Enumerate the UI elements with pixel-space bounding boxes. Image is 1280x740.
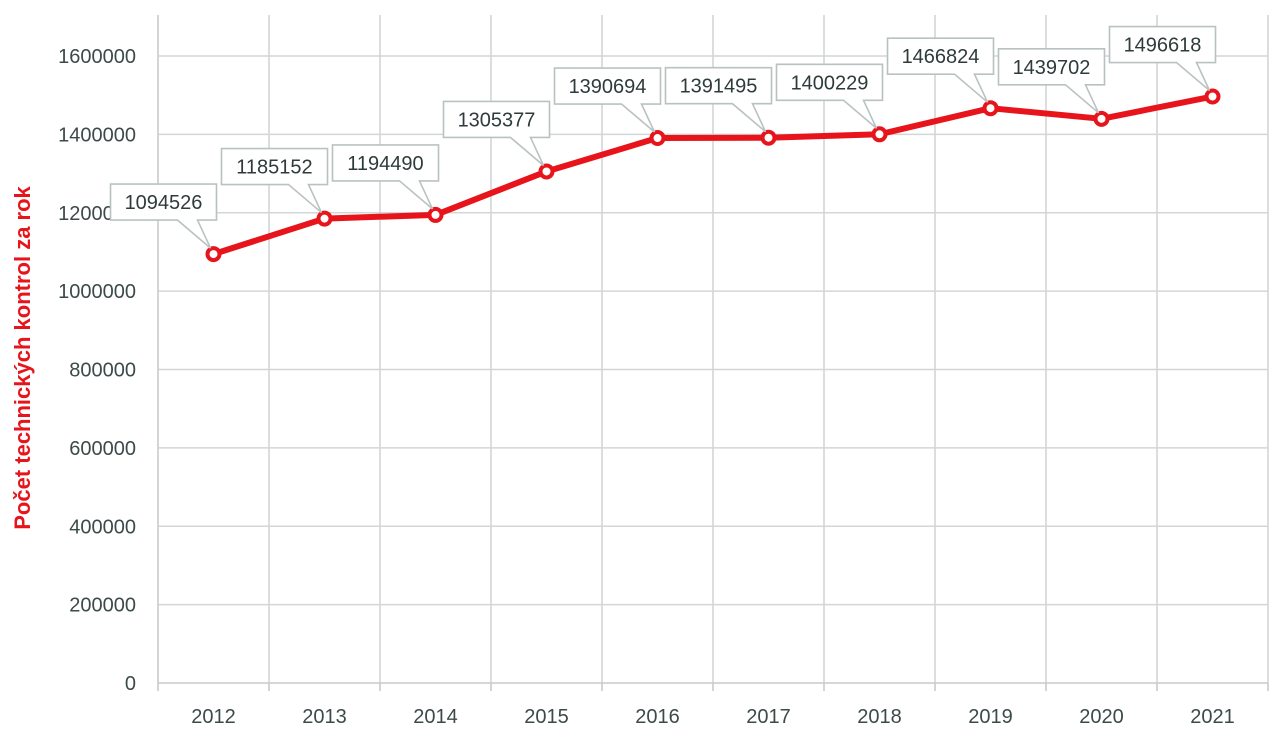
data-label-callout: 1194490 [331, 144, 440, 210]
callout-box [220, 147, 329, 214]
y-tick-label: 0 [125, 673, 136, 695]
data-point [871, 126, 888, 143]
callout-box [997, 48, 1106, 114]
x-tick-label: 2016 [635, 706, 680, 728]
data-label: 1400229 [791, 72, 869, 94]
y-tick-label: 1000000 [58, 281, 136, 303]
data-label: 1185152 [236, 157, 312, 179]
data-label-callout: 1466824 [886, 37, 995, 103]
data-point [538, 163, 555, 180]
data-point [649, 130, 666, 147]
data-label-callout: 1439702 [997, 48, 1106, 114]
data-label-callout: 1496618 [1108, 25, 1217, 92]
series-line [210, 93, 1216, 258]
data-label: 1194490 [347, 153, 423, 175]
x-tick-label: 2015 [524, 706, 569, 728]
x-tick-label: 2019 [968, 706, 1013, 728]
y-axis-label: Počet technických kontrol za rok [10, 185, 35, 529]
callout-box [331, 144, 440, 210]
data-point [316, 210, 333, 227]
callout-box [664, 66, 773, 133]
y-tick-label: 1600000 [58, 46, 136, 68]
data-point [205, 246, 222, 263]
data-point [982, 100, 999, 117]
y-tick-label: 400000 [69, 516, 136, 538]
data-point [1204, 88, 1221, 105]
x-tick-label: 2021 [1190, 706, 1235, 728]
data-label: 1496618 [1124, 35, 1202, 57]
data-point [1093, 110, 1110, 127]
data-label-callout: 1185152 [220, 147, 329, 214]
y-tick-label: 1400000 [58, 124, 136, 146]
data-label-callout: 1391495 [664, 66, 773, 133]
series-line-group [205, 88, 1221, 263]
data-point [427, 206, 444, 223]
y-axis-ticks: 0200000400000600000800000100000012000001… [58, 46, 136, 695]
x-axis-ticks: 2012 2013 2014 2015 2016 2017 2018 2019 2020 2021 [191, 706, 1235, 728]
x-tick-label: 2012 [191, 706, 236, 728]
y-tick-label: 600000 [69, 438, 136, 460]
x-tick-label: 2020 [1079, 706, 1124, 728]
data-label-callout: 1094526 [109, 183, 218, 249]
data-label: 1466824 [902, 46, 980, 68]
y-tick-label: 200000 [69, 595, 136, 617]
x-tick-label: 2017 [746, 706, 791, 728]
data-point [760, 129, 777, 146]
x-tick-label: 2013 [302, 706, 347, 728]
callout-box [886, 37, 995, 103]
callout-box [109, 183, 218, 249]
callout-box [442, 100, 551, 167]
data-label: 1439702 [1013, 57, 1091, 79]
data-label-callout: 1305377 [442, 100, 551, 167]
data-label: 1390694 [569, 76, 647, 98]
callout-box [1108, 25, 1217, 92]
data-label-callout: 1390694 [553, 67, 662, 133]
x-tick-label: 2018 [857, 706, 902, 728]
y-tick-label: 800000 [69, 360, 136, 382]
callout-box [553, 67, 662, 133]
data-label: 1305377 [458, 109, 536, 131]
data-label-callout: 1400229 [775, 63, 884, 129]
data-label: 1094526 [125, 192, 203, 214]
callout-box [775, 63, 884, 129]
data-label: 1391495 [680, 76, 758, 98]
x-tick-label: 2014 [413, 706, 458, 728]
data-labels: 1094526 1185152 1194490 1305377 1390694 13914… [109, 25, 1217, 249]
